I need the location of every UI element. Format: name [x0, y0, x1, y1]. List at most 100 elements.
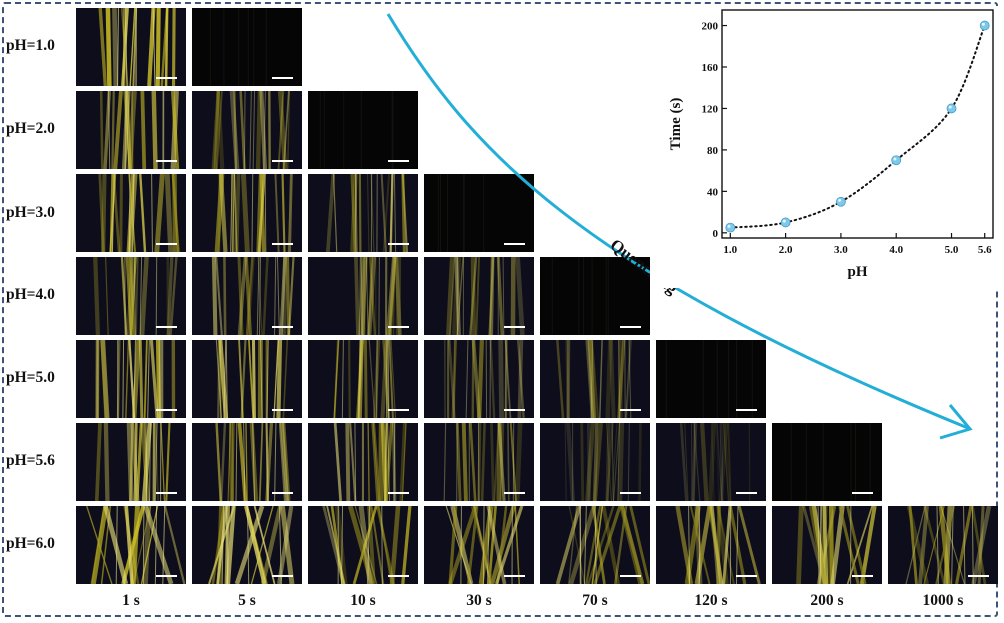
col-label-3: 30 s: [466, 592, 492, 609]
data-point: [891, 155, 902, 166]
data-point: [979, 20, 990, 31]
micrograph-image: [424, 423, 534, 501]
y-tick-label: 80: [707, 145, 719, 157]
micrograph-image: [308, 340, 418, 418]
micrograph-image: [424, 340, 534, 418]
micrograph-tile: [192, 8, 302, 86]
micrograph-image: [308, 506, 418, 584]
micrograph-image: [76, 91, 186, 169]
scale-bar: [388, 409, 409, 411]
scale-bar: [156, 575, 177, 577]
x-tick-label: 5.6: [978, 244, 992, 256]
scale-bar: [272, 575, 293, 577]
micrograph-tile: [308, 91, 418, 169]
data-point-highlight: [782, 219, 786, 223]
x-tick-label: 3.0: [834, 244, 848, 256]
inset-chart-svg: 0 40 80 120 160 200 1.0 2.0 3.0 4.0 5.0 5.6 pH Time (…: [668, 9, 994, 280]
micrograph-image: [192, 423, 302, 501]
data-point-highlight: [948, 105, 952, 109]
row-label-4: pH=5.0: [6, 369, 55, 386]
micrograph-image: [76, 506, 186, 584]
y-tick-label: 120: [702, 103, 719, 115]
micrograph-image: [540, 506, 650, 584]
scale-bar: [504, 492, 525, 494]
micrograph-image: [192, 174, 302, 252]
col-label-2: 10 s: [350, 592, 376, 609]
y-axis-title: Time (s): [668, 98, 684, 151]
micrograph-tile: [192, 340, 302, 418]
micrograph-image: [308, 423, 418, 501]
micrograph-image: [540, 340, 650, 418]
micrograph-image: [772, 506, 882, 584]
micrograph-tile: [424, 257, 534, 335]
micrograph-image: [76, 174, 186, 252]
col-label-4: 70 s: [582, 592, 608, 609]
scale-bar: [388, 492, 409, 494]
micrograph-tile: [76, 506, 186, 584]
micrograph-tile: [76, 174, 186, 252]
micrograph-image: [656, 423, 766, 501]
micrograph-image: [308, 91, 418, 169]
micrograph-tile: [540, 506, 650, 584]
scale-bar: [388, 160, 409, 162]
micrograph-image: [540, 423, 650, 501]
x-tick-label: 1.0: [723, 244, 737, 256]
scale-bar: [156, 160, 177, 162]
scale-bar: [620, 409, 641, 411]
scale-bar: [504, 409, 525, 411]
scale-bar: [156, 77, 177, 79]
x-tick-label: 2.0: [779, 244, 793, 256]
data-point-highlight: [727, 224, 731, 228]
scale-bar: [620, 326, 641, 328]
figure-border: [2, 2, 998, 617]
y-tick-label: 160: [702, 62, 719, 74]
micrograph-tile: [192, 91, 302, 169]
micrograph-tile: [308, 174, 418, 252]
time-vs-ph-inset-chart: 0 40 80 120 160 200 1.0 2.0 3.0 4.0 5.0 5.6 pH Time (…: [650, 6, 1000, 288]
scale-bar: [156, 326, 177, 328]
micrograph-tile: [76, 257, 186, 335]
y-tick-label: 40: [707, 186, 719, 198]
row-label-3: pH=4.0: [6, 286, 55, 303]
data-point: [725, 222, 736, 233]
micrograph-image: [656, 506, 766, 584]
micrograph-tile: [192, 257, 302, 335]
scale-bar: [852, 492, 873, 494]
micrograph-tile: [424, 174, 534, 252]
micrograph-tile: [308, 257, 418, 335]
data-point: [836, 196, 846, 207]
micrograph-tile: [308, 506, 418, 584]
micrograph-tile: [540, 257, 650, 335]
micrograph-tile: [540, 340, 650, 418]
col-label-6: 200 s: [810, 592, 844, 609]
quenching-arrow-head: [939, 404, 973, 440]
micrograph-tile: [76, 91, 186, 169]
scale-bar: [388, 575, 409, 577]
col-label-7: 1000 s: [922, 592, 964, 609]
micrograph-image: [76, 423, 186, 501]
micrograph-image: [772, 423, 882, 501]
micrograph-image: [656, 340, 766, 418]
micrograph-tile: [424, 423, 534, 501]
scale-bar: [272, 77, 293, 79]
micrograph-image: [308, 257, 418, 335]
x-tick-label: 5.0: [945, 244, 959, 256]
micrograph-tile: [656, 340, 766, 418]
scale-bar: [736, 492, 757, 494]
micrograph-tile: [308, 423, 418, 501]
micrograph-tile: [772, 506, 882, 584]
micrograph-image: [424, 174, 534, 252]
micrograph-tile: [76, 423, 186, 501]
micrograph-tile: [308, 340, 418, 418]
data-point-highlight: [981, 22, 985, 26]
scale-bar: [272, 160, 293, 162]
row-label-5: pH=5.6: [6, 452, 55, 469]
row-label-0: pH=1.0: [6, 37, 55, 54]
x-axis-title: pH: [847, 264, 867, 280]
micrograph-tile: [192, 423, 302, 501]
scale-bar: [272, 409, 293, 411]
scale-bar: [272, 326, 293, 328]
scale-bar: [504, 243, 525, 245]
col-label-5: 120 s: [694, 592, 728, 609]
